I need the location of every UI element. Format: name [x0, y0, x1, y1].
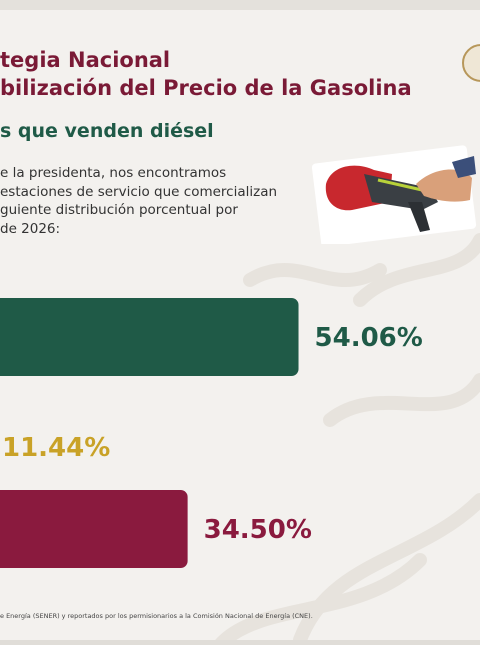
bar-0: [0, 298, 299, 376]
fuel-nozzle-photo: [312, 145, 477, 244]
body-text: e la presidenta, nos encontramos estacio…: [0, 164, 277, 238]
source-footnote: e Energía (SENER) y reportados por los p…: [0, 612, 313, 620]
bar-label-1: 11.44%: [2, 433, 110, 463]
body-line-4: de 2026:: [0, 220, 61, 237]
section-subtitle: s que venden diésel: [0, 120, 214, 142]
bar-label-2: 34.50%: [204, 515, 312, 545]
top-strip: [0, 0, 480, 10]
title-line-1: tegia Nacional: [0, 48, 171, 72]
title-line-2: bilización del Precio de la Gasolina: [0, 76, 412, 100]
body-line-1: e la presidenta, nos encontramos: [0, 165, 227, 181]
body-line-2: estaciones de servicio que comercializan: [0, 183, 278, 200]
bottom-strip: [0, 640, 480, 645]
bar-label-0: 54.06%: [315, 323, 423, 353]
bar-2: [0, 490, 188, 568]
page-title: tegia Nacional bilización del Precio de …: [0, 46, 412, 102]
body-line-3: guiente distribución porcentual por: [0, 202, 238, 218]
